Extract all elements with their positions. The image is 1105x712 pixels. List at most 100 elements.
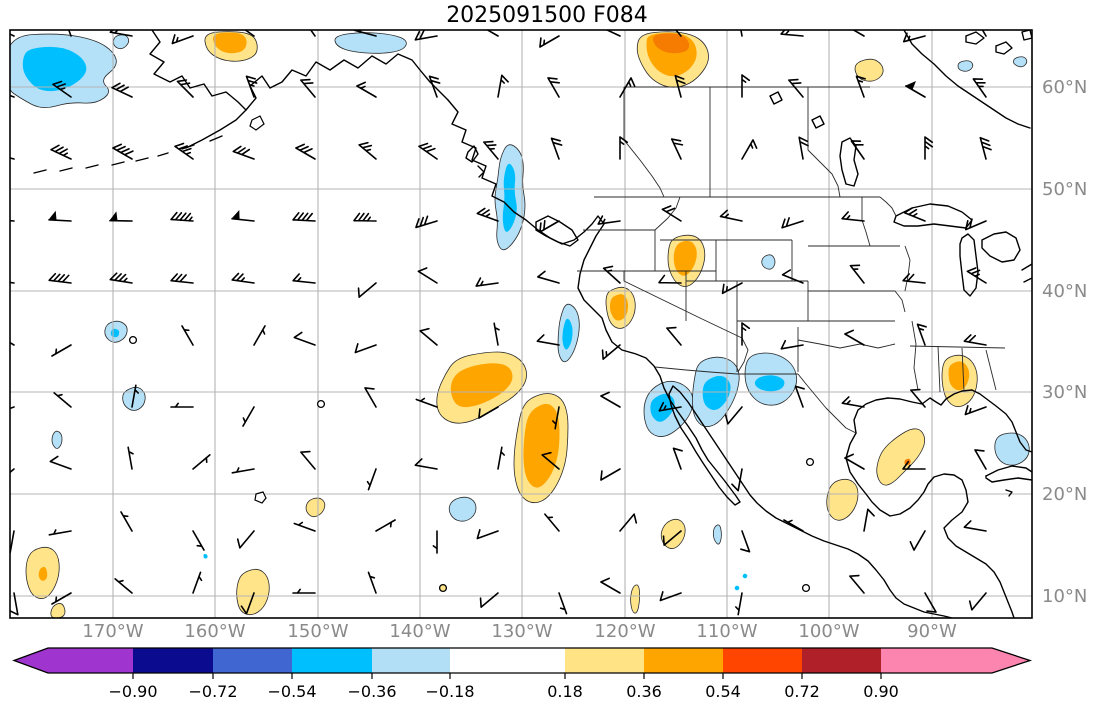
wind-barb-shaft — [245, 75, 258, 98]
wind-barb-shaft — [493, 322, 500, 346]
coastline — [903, 30, 1031, 129]
wind-barb — [721, 282, 743, 295]
colorbar-segment — [723, 648, 802, 673]
wind-barb-shaft — [10, 530, 15, 554]
wind-barb — [600, 391, 621, 408]
wind-barb-shaft — [602, 265, 621, 284]
wind-barb — [852, 30, 865, 37]
wind-barb — [794, 385, 805, 408]
wind-barb-shaft — [292, 588, 316, 594]
coastline — [965, 31, 985, 45]
wind-barb — [174, 142, 194, 160]
wind-barb-shaft — [367, 571, 377, 594]
wind-barb-shaft — [924, 592, 937, 613]
wind-barb — [48, 529, 72, 536]
wind-barb — [924, 592, 937, 613]
colorbar-tick-label: 0.54 — [705, 682, 741, 701]
colorbar-segment — [644, 648, 723, 673]
wind-barb-shaft — [798, 136, 809, 160]
wind-barb-shaft — [780, 339, 804, 350]
wind-barb — [658, 401, 682, 412]
coastline — [535, 215, 579, 247]
coastline — [85, 164, 99, 169]
lon-tick-label: 160°W — [184, 621, 245, 642]
wind-barb — [414, 458, 438, 470]
wind-barb — [10, 406, 15, 410]
wind-barb-shaft — [849, 264, 865, 284]
border-layer — [577, 86, 1006, 434]
wind-barb — [479, 592, 499, 608]
anomaly-patch-california-pos-core — [610, 294, 629, 321]
wind-barb-shaft — [981, 30, 987, 37]
wind-barb-shaft — [537, 270, 560, 284]
wind-barb — [231, 467, 255, 474]
wind-barb-shaft — [902, 460, 926, 470]
colorbar-tick-label: 0.72 — [784, 682, 820, 701]
coastline — [465, 145, 479, 163]
wind-barb — [48, 210, 72, 222]
wind-barb — [601, 344, 621, 360]
colorbar-tick-label: 0.36 — [626, 682, 662, 701]
wind-barb — [666, 326, 682, 346]
wind-barb-shaft — [49, 455, 72, 470]
wind-barb-shaft — [53, 392, 72, 408]
anomaly-patch-sw-neg-left-core — [650, 393, 675, 422]
wind-barb — [300, 450, 316, 470]
wind-barb-shaft — [10, 468, 15, 474]
colorbar-segment — [450, 648, 565, 673]
map-frame — [9, 29, 1033, 619]
wind-barb — [231, 272, 255, 284]
state-border — [797, 339, 896, 349]
coastline — [811, 115, 825, 129]
colorbar: −0.90 −0.72 −0.54 −0.36 −0.18 0.18 0.36 0.54 0.7… — [12, 647, 1033, 701]
anomaly-patch-sw-neg-right-core — [754, 375, 785, 392]
wind-barb — [419, 327, 438, 346]
state-border — [911, 320, 919, 391]
wind-barb-shaft — [10, 406, 15, 410]
wind-barb-shaft — [10, 281, 15, 284]
wind-barb — [972, 78, 987, 98]
wind-barb — [841, 211, 865, 222]
coastline — [477, 165, 485, 178]
anomaly-patch-pale-neg-mid — [448, 496, 477, 522]
wind-barb — [181, 325, 194, 346]
lat-tick-label: 60°N — [1042, 77, 1087, 98]
wind-barb — [966, 267, 987, 284]
wind-barb — [51, 344, 72, 357]
wind-barb-shaft — [672, 447, 683, 470]
wind-barb — [10, 530, 15, 554]
coastline — [985, 475, 1032, 483]
wind-barb — [539, 220, 560, 233]
wind-barb — [109, 211, 133, 222]
wind-barb — [356, 81, 377, 98]
wind-barb-shaft — [849, 574, 865, 594]
island-outline — [254, 491, 267, 504]
wind-barb-pennant — [109, 211, 118, 222]
wind-barb-shaft — [171, 34, 194, 45]
wind-barb — [600, 468, 621, 481]
wind-barb — [192, 571, 203, 594]
coastline — [1005, 489, 1013, 497]
anomaly-patch-yukon-pos-hot — [652, 33, 690, 54]
wind-barb-shaft — [364, 387, 377, 408]
wind-barb-shaft — [414, 30, 438, 41]
wind-barb-shaft — [724, 406, 743, 425]
anomaly-patch-small-neg-24a-core — [110, 328, 120, 338]
wind-barb — [544, 513, 560, 532]
wind-barb — [171, 34, 194, 45]
wind-barb-shaft — [353, 212, 377, 222]
wind-barb — [367, 571, 377, 594]
axis-label-layer: 170°W 160°W 150°W 140°W 130°W 120°W 110°W 100°W… — [82, 77, 1087, 642]
wind-barb-shaft — [974, 449, 987, 470]
wind-barb-shaft — [781, 269, 804, 284]
wind-barb-shaft — [174, 142, 194, 160]
wind-barb-shaft — [131, 384, 139, 408]
anomaly-patch-pacific-pos2-core — [523, 403, 560, 488]
wind-barb-shaft — [550, 137, 563, 160]
anomaly-patch-bottomedge-pos — [50, 603, 66, 618]
wind-barb — [924, 136, 934, 160]
wind-barb — [50, 144, 72, 160]
wind-barb-shaft — [552, 406, 560, 430]
colorbar-segment — [565, 648, 644, 673]
wind-barb — [236, 530, 255, 549]
